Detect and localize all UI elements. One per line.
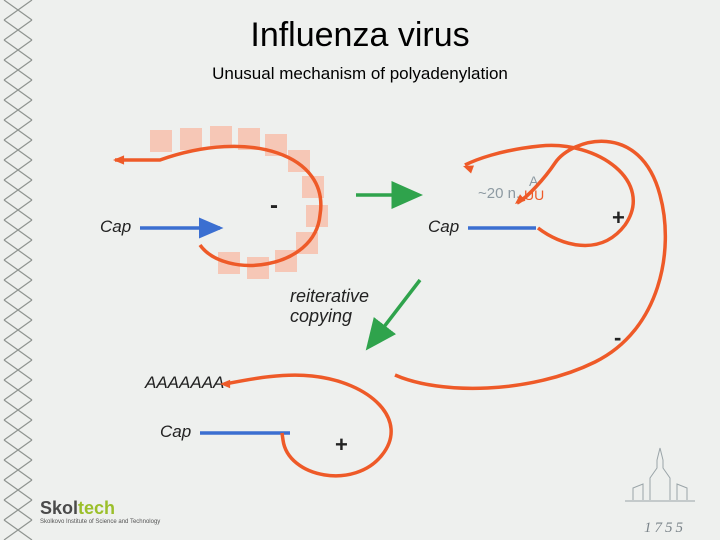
highlight-box <box>180 128 202 150</box>
logo-subline: Skolkovo Institute of Science and Techno… <box>40 519 160 525</box>
polya-label: AAAAAAA <box>144 373 224 392</box>
panel-bottom: Cap AAAAAAA + <box>144 373 391 476</box>
plus-label-bottom: + <box>335 432 348 457</box>
slide: Influenza virus Unusual mechanism of pol… <box>0 0 720 540</box>
plus-label-right: + <box>612 205 625 230</box>
panel-left: Cap - <box>100 146 321 265</box>
msu-building-icon <box>625 448 695 501</box>
diagram-svg: Cap - Cap ~20 n. A UU + - reiterative co… <box>0 0 720 540</box>
footer-year: 1755 <box>644 520 686 537</box>
minus-label-left: - <box>270 192 278 219</box>
logo-text-skol: Skol <box>40 498 78 518</box>
copying-label: copying <box>290 306 352 326</box>
panel-right: Cap ~20 n. A UU + - <box>395 141 665 388</box>
rna-right-plus-arrowhead-icon <box>463 165 474 173</box>
cap-label-bottom: Cap <box>160 422 191 441</box>
cap-label-left: Cap <box>100 217 131 236</box>
highlight-box <box>210 126 232 148</box>
skoltech-logo: Skoltech Skolkovo Institute of Science a… <box>40 498 160 525</box>
cap-label-right: Cap <box>428 217 459 236</box>
rna-strand-bottom <box>225 375 391 476</box>
down-arrow <box>370 280 420 345</box>
approx20-label: ~20 n. <box>478 185 520 202</box>
highlight-box <box>247 257 269 279</box>
reiterative-label: reiterative <box>290 286 369 306</box>
left-highlight-boxes <box>150 126 328 279</box>
highlight-box <box>150 130 172 152</box>
logo-text-tech: tech <box>78 498 115 518</box>
minus-label-right: - <box>614 325 621 350</box>
rna-strand-left-arrowhead-icon <box>113 155 124 164</box>
